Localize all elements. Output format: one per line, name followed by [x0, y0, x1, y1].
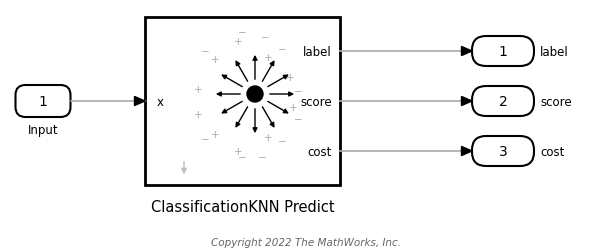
- Text: ClassificationKNN Predict: ClassificationKNN Predict: [151, 199, 334, 214]
- Text: −: −: [201, 47, 209, 57]
- FancyBboxPatch shape: [472, 136, 534, 166]
- Text: −: −: [201, 134, 209, 144]
- Text: −: −: [294, 114, 302, 124]
- FancyBboxPatch shape: [145, 18, 340, 185]
- Polygon shape: [461, 47, 472, 56]
- Circle shape: [247, 87, 263, 102]
- Polygon shape: [461, 147, 472, 156]
- Text: −: −: [278, 136, 286, 146]
- FancyBboxPatch shape: [472, 87, 534, 117]
- Text: −: −: [237, 152, 247, 162]
- Text: Input: Input: [28, 124, 58, 136]
- Text: 1: 1: [39, 94, 48, 108]
- Text: cost: cost: [540, 145, 564, 158]
- Polygon shape: [461, 97, 472, 106]
- Text: cost: cost: [308, 145, 332, 158]
- Text: label: label: [540, 45, 569, 58]
- Polygon shape: [135, 97, 145, 106]
- Text: −: −: [258, 152, 266, 162]
- Text: +: +: [234, 146, 242, 156]
- Text: +: +: [193, 85, 203, 94]
- Text: Copyright 2022 The MathWorks, Inc.: Copyright 2022 The MathWorks, Inc.: [211, 237, 401, 247]
- Text: +: +: [211, 130, 219, 140]
- Text: −: −: [237, 28, 247, 38]
- Text: +: +: [264, 132, 272, 142]
- FancyBboxPatch shape: [15, 86, 70, 117]
- Text: x: x: [157, 95, 164, 108]
- Text: 2: 2: [499, 94, 507, 108]
- Text: label: label: [304, 45, 332, 58]
- Text: −: −: [294, 87, 302, 97]
- Text: −: −: [261, 33, 269, 43]
- Text: +: +: [234, 37, 242, 47]
- Text: 1: 1: [499, 45, 507, 59]
- Text: +: +: [264, 53, 272, 63]
- Text: +: +: [193, 110, 203, 120]
- Text: −: −: [278, 45, 286, 55]
- Text: +: +: [211, 55, 219, 65]
- Text: score: score: [300, 95, 332, 108]
- Text: +: +: [286, 73, 294, 83]
- Text: +: +: [289, 102, 297, 113]
- Text: score: score: [540, 95, 572, 108]
- Text: 3: 3: [499, 144, 507, 158]
- FancyBboxPatch shape: [472, 37, 534, 67]
